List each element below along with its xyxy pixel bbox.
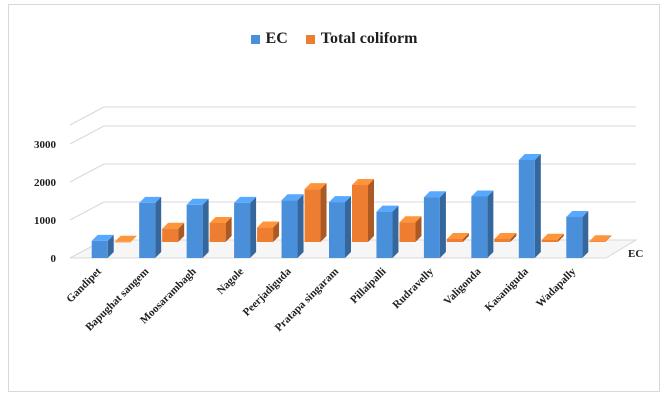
bar-total-coliform bbox=[541, 239, 558, 242]
bar-ec-top bbox=[139, 196, 162, 203]
x-tick-label: Pillaipalli bbox=[348, 266, 388, 306]
bar-total-coliform-side bbox=[415, 216, 422, 242]
bar-ec-side bbox=[582, 210, 589, 258]
legend-label-ec: EC bbox=[265, 30, 288, 47]
bar-total-coliform-top bbox=[399, 216, 422, 223]
bar-ec bbox=[281, 200, 298, 258]
bar-ec bbox=[329, 202, 345, 258]
y-tick-label: 0 bbox=[51, 253, 57, 265]
bar-total-coliform-side bbox=[368, 179, 374, 242]
bar-total-coliform-top bbox=[446, 232, 469, 239]
legend-swatch-ec bbox=[250, 34, 260, 44]
bar-total-coliform bbox=[162, 228, 179, 242]
bar-ec bbox=[234, 202, 251, 258]
bar-total-coliform-top bbox=[162, 222, 185, 229]
bar-ec-top bbox=[471, 190, 494, 197]
bar-total-coliform-side bbox=[510, 232, 517, 242]
bar-ec-top bbox=[281, 194, 304, 201]
bar-total-coliform-top bbox=[114, 235, 137, 242]
legend-item-ec: EC bbox=[250, 30, 288, 48]
bar-total-coliform bbox=[209, 223, 226, 242]
bar-ec-side bbox=[297, 194, 304, 258]
bar-total-coliform bbox=[399, 222, 416, 242]
bar-ec-side bbox=[202, 198, 209, 258]
bar-ec-side bbox=[487, 190, 494, 258]
bar-ec-side bbox=[439, 191, 446, 258]
legend-label-total-coliform: Total coliform bbox=[320, 30, 418, 47]
bar-total-coliform-side bbox=[130, 235, 137, 242]
gridline-side bbox=[69, 201, 105, 221]
bar-total-coliform bbox=[494, 238, 511, 242]
bar-ec-top bbox=[329, 196, 351, 203]
bar-total-coliform bbox=[257, 227, 274, 242]
bar-total-coliform-top bbox=[589, 235, 612, 242]
bar-total-coliform-side bbox=[462, 232, 469, 242]
x-tick-label: Nagole bbox=[215, 266, 246, 297]
bar-total-coliform-side bbox=[225, 217, 232, 242]
bar-total-coliform bbox=[304, 189, 321, 242]
bar-ec bbox=[186, 204, 203, 258]
bar-ec-side bbox=[345, 196, 351, 258]
bar-total-coliform-top bbox=[209, 217, 232, 223]
bar-ec-side bbox=[155, 196, 162, 258]
bar-ec bbox=[471, 196, 488, 258]
bar-total-coliform bbox=[114, 241, 131, 243]
gridline-side bbox=[69, 106, 105, 126]
bar-ec-side bbox=[107, 234, 114, 258]
bar-total-coliform bbox=[589, 241, 606, 242]
bar-total-coliform-side bbox=[178, 222, 185, 242]
x-tick-label: Peerjadiguda bbox=[241, 265, 294, 318]
bar-ec-side bbox=[534, 153, 541, 258]
chart-legend: EC Total coliform bbox=[0, 30, 668, 48]
bar-ec-top bbox=[566, 210, 589, 217]
bar-total-coliform-side bbox=[320, 183, 327, 242]
y-tick-label: 2000 bbox=[34, 177, 57, 189]
bar-ec bbox=[566, 216, 583, 258]
bar-ec-top bbox=[376, 205, 399, 212]
bar-ec-top bbox=[186, 198, 209, 205]
bar-total-coliform-top bbox=[257, 221, 280, 228]
bar-total-coliform-side bbox=[605, 235, 612, 242]
bar-total-coliform-side bbox=[557, 233, 564, 242]
x-tick-label: Valigonda bbox=[442, 265, 484, 307]
bar-ec-side bbox=[250, 196, 257, 258]
y-tick-label: 3000 bbox=[34, 139, 57, 151]
bar-ec bbox=[423, 197, 440, 258]
bar-total-coliform-top bbox=[352, 179, 374, 185]
bar-total-coliform-top bbox=[304, 183, 327, 190]
x-tick-label: Wadapally bbox=[534, 265, 579, 310]
x-tick-label: Gandipet bbox=[64, 265, 104, 305]
x-tick-label: Rudravelly bbox=[390, 265, 436, 311]
gridline-side bbox=[69, 125, 105, 145]
bar-total-coliform-top bbox=[541, 233, 564, 240]
bar-ec bbox=[376, 211, 393, 258]
bar-ec-top bbox=[423, 191, 446, 198]
y-tick-label: 1000 bbox=[34, 215, 57, 227]
bar-total-coliform bbox=[352, 185, 368, 242]
bar-ec-side bbox=[392, 205, 399, 258]
bar-total-coliform-top bbox=[494, 232, 517, 239]
gridline-side bbox=[69, 163, 105, 183]
bar-ec-top bbox=[91, 234, 114, 241]
bar-ec-top bbox=[234, 196, 257, 203]
legend-item-total-coliform: Total coliform bbox=[305, 30, 418, 48]
bar-ec bbox=[91, 240, 108, 258]
bar-total-coliform-side bbox=[273, 221, 280, 242]
bar-ec bbox=[518, 159, 535, 258]
bar-ec bbox=[139, 202, 156, 258]
x-tick-label: Kasaniguda bbox=[483, 265, 532, 314]
depth-axis-label: EC bbox=[628, 248, 643, 260]
legend-swatch-total-coliform bbox=[305, 34, 315, 44]
bar-ec-top bbox=[518, 153, 541, 160]
bar-total-coliform bbox=[446, 238, 463, 242]
